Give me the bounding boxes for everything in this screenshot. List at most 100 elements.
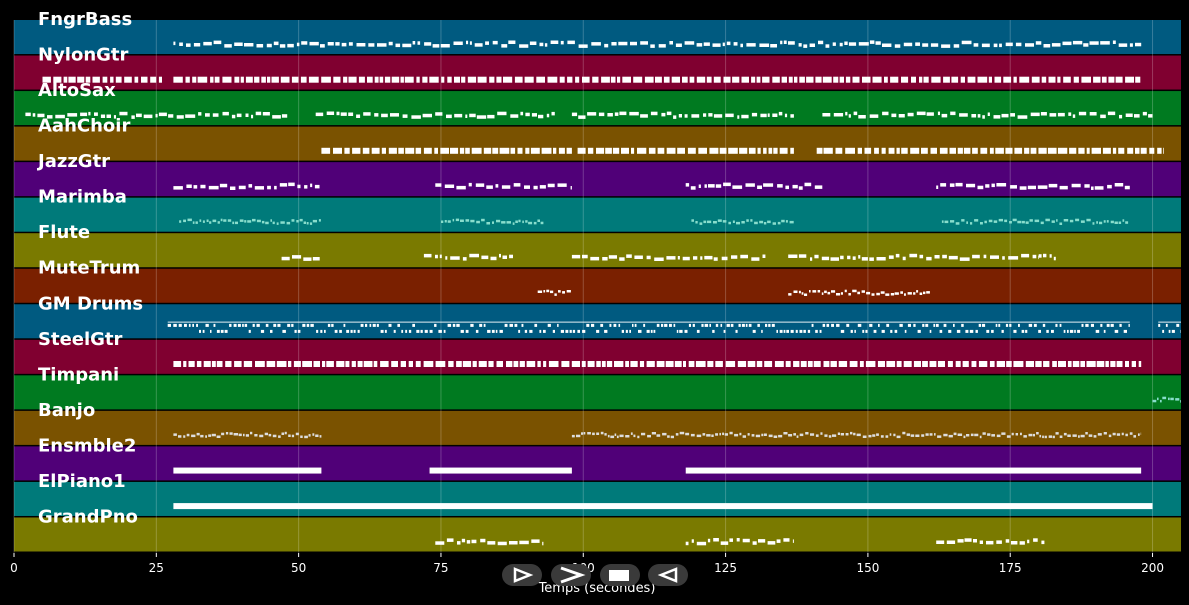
note — [991, 329, 994, 333]
note — [704, 184, 707, 188]
note — [254, 434, 258, 437]
note — [825, 44, 830, 48]
note — [953, 44, 960, 48]
note — [1031, 76, 1040, 83]
note — [651, 432, 656, 435]
note — [732, 76, 740, 83]
note — [304, 435, 308, 439]
note — [291, 323, 294, 327]
note — [1030, 112, 1040, 117]
note — [973, 539, 977, 543]
play-button[interactable] — [502, 564, 542, 586]
note — [810, 257, 813, 261]
note — [1162, 396, 1167, 400]
note — [639, 361, 645, 367]
note — [459, 147, 465, 154]
note — [904, 293, 906, 296]
note — [703, 220, 706, 224]
track-lane — [14, 55, 1181, 90]
note — [1021, 253, 1030, 258]
note — [758, 539, 766, 543]
note — [799, 433, 804, 437]
note — [1131, 361, 1136, 367]
note — [696, 434, 702, 438]
note — [465, 219, 470, 222]
note — [486, 222, 490, 225]
note — [225, 361, 232, 367]
note — [222, 76, 232, 83]
note — [811, 323, 814, 327]
note — [590, 256, 600, 261]
note — [688, 361, 695, 367]
note — [1071, 183, 1081, 188]
note — [695, 361, 706, 367]
note — [937, 111, 940, 116]
note — [322, 361, 326, 367]
note — [1148, 114, 1153, 118]
note — [902, 256, 906, 261]
note — [1114, 183, 1124, 187]
note — [1001, 432, 1006, 435]
note — [312, 257, 320, 261]
note — [679, 329, 683, 333]
note — [1035, 41, 1042, 45]
note — [1114, 221, 1118, 224]
note — [1040, 112, 1047, 116]
note — [293, 361, 301, 367]
back-button[interactable] — [648, 564, 688, 586]
note — [240, 76, 244, 83]
note — [405, 329, 408, 333]
track-notes — [281, 253, 1056, 261]
note — [315, 434, 319, 437]
note — [1033, 538, 1038, 542]
note — [785, 185, 789, 190]
note — [890, 76, 899, 83]
note — [685, 541, 689, 546]
note — [792, 539, 794, 543]
stop-button[interactable] — [600, 564, 640, 586]
note — [894, 292, 899, 295]
note — [1035, 361, 1042, 367]
note — [675, 43, 682, 47]
note — [304, 185, 308, 189]
track-notes — [1152, 396, 1181, 403]
note — [796, 435, 799, 438]
note — [745, 183, 755, 187]
note — [720, 323, 723, 327]
note — [792, 184, 798, 189]
note — [815, 329, 818, 333]
note — [824, 434, 828, 437]
note — [368, 43, 375, 47]
note — [646, 361, 655, 367]
note — [570, 186, 572, 190]
note — [566, 290, 571, 293]
note — [722, 42, 725, 47]
note — [239, 219, 244, 222]
forward-button[interactable] — [551, 564, 591, 586]
note — [173, 467, 322, 474]
note — [876, 292, 880, 296]
note — [587, 147, 594, 154]
note — [316, 329, 319, 333]
note — [543, 329, 546, 333]
note — [848, 114, 851, 118]
note — [1080, 220, 1085, 223]
note — [483, 147, 492, 154]
note — [858, 115, 866, 119]
note — [647, 434, 651, 438]
note — [326, 111, 335, 115]
note — [384, 76, 391, 83]
note — [1019, 186, 1027, 190]
note — [422, 76, 428, 83]
track-lane — [14, 304, 1181, 339]
note — [302, 361, 312, 367]
note — [417, 41, 421, 45]
note — [281, 432, 285, 435]
track-notes — [173, 361, 1142, 367]
note — [391, 361, 398, 367]
note — [959, 257, 970, 261]
note — [921, 147, 928, 154]
note — [530, 147, 540, 154]
note — [1013, 361, 1024, 367]
note — [948, 434, 953, 438]
